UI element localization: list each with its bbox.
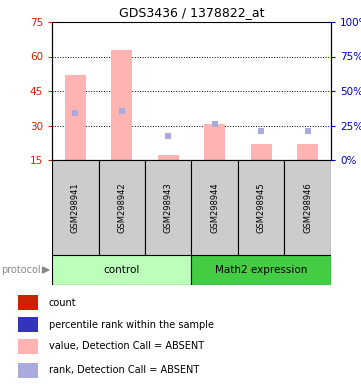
- Bar: [297, 144, 318, 160]
- Text: count: count: [49, 298, 77, 308]
- Bar: [145, 160, 191, 255]
- Bar: [251, 144, 272, 160]
- Bar: [158, 156, 179, 160]
- Bar: [18, 317, 38, 332]
- Bar: [99, 160, 145, 255]
- Bar: [52, 255, 191, 285]
- Text: GSM298943: GSM298943: [164, 182, 173, 233]
- Bar: [65, 75, 86, 160]
- Bar: [52, 160, 99, 255]
- Title: GDS3436 / 1378822_at: GDS3436 / 1378822_at: [119, 7, 264, 20]
- Bar: [284, 160, 331, 255]
- Text: GSM298944: GSM298944: [210, 182, 219, 233]
- Text: GSM298945: GSM298945: [257, 182, 266, 233]
- Text: GSM298942: GSM298942: [117, 182, 126, 233]
- Bar: [191, 255, 331, 285]
- Text: GSM298941: GSM298941: [71, 182, 80, 233]
- Text: percentile rank within the sample: percentile rank within the sample: [49, 319, 214, 329]
- Text: GSM298946: GSM298946: [303, 182, 312, 233]
- Bar: [18, 339, 38, 354]
- Bar: [191, 160, 238, 255]
- Bar: [18, 363, 38, 377]
- Bar: [238, 160, 284, 255]
- Bar: [204, 124, 225, 160]
- Text: control: control: [104, 265, 140, 275]
- Text: Math2 expression: Math2 expression: [215, 265, 308, 275]
- Bar: [18, 295, 38, 310]
- Text: rank, Detection Call = ABSENT: rank, Detection Call = ABSENT: [49, 365, 199, 375]
- Text: protocol: protocol: [1, 265, 41, 275]
- Bar: [111, 50, 132, 160]
- Text: value, Detection Call = ABSENT: value, Detection Call = ABSENT: [49, 341, 204, 351]
